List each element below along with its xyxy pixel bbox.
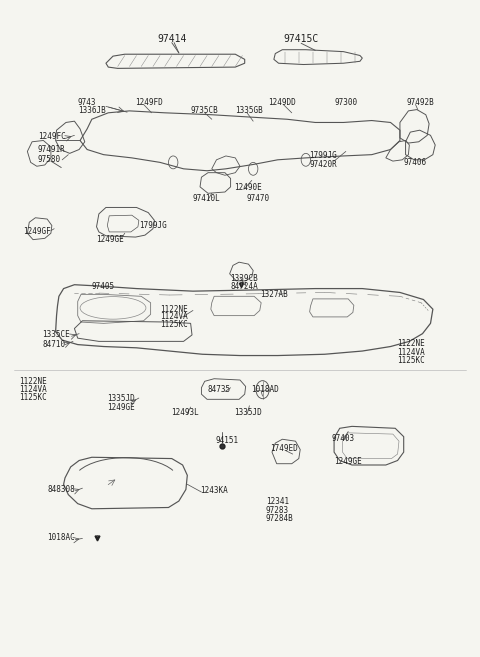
Text: 1335JD: 1335JD (234, 408, 262, 417)
Text: 97410L: 97410L (193, 194, 221, 203)
Text: 1243KA: 1243KA (200, 486, 228, 495)
Text: 1122NE: 1122NE (397, 340, 425, 348)
Text: 12490E: 12490E (234, 183, 262, 192)
Text: 1749ED: 1749ED (271, 443, 299, 453)
Text: 97580: 97580 (38, 155, 61, 164)
Text: 12341: 12341 (266, 497, 289, 506)
Text: 97300: 97300 (334, 98, 357, 107)
Text: 1018AC: 1018AC (47, 533, 75, 542)
Text: 97492B: 97492B (407, 98, 435, 107)
Text: 1124VA: 1124VA (19, 385, 47, 394)
Text: 97420R: 97420R (310, 160, 337, 170)
Text: 1335JD: 1335JD (108, 394, 135, 403)
Text: 1249GE: 1249GE (334, 457, 362, 466)
Text: 97403: 97403 (332, 434, 355, 443)
Text: 1122NE: 1122NE (19, 377, 47, 386)
Text: 9735CB: 9735CB (191, 106, 218, 116)
Text: 1799JG: 1799JG (139, 221, 167, 230)
Text: 1335CE: 1335CE (42, 330, 70, 340)
Text: 1336JB: 1336JB (78, 106, 106, 116)
Text: 97284B: 97284B (266, 514, 294, 523)
Text: 1249GE: 1249GE (108, 403, 135, 411)
Text: 9743: 9743 (78, 98, 96, 107)
Text: 84724A: 84724A (230, 282, 258, 291)
Text: 97491R: 97491R (38, 145, 65, 154)
Text: 1335GB: 1335GB (235, 106, 263, 116)
Text: 1125KC: 1125KC (19, 393, 47, 402)
Text: 1249FC: 1249FC (38, 132, 65, 141)
Text: 1125KC: 1125KC (160, 320, 188, 329)
Text: 97415C: 97415C (284, 34, 319, 45)
Text: 84710: 84710 (42, 340, 66, 349)
Text: 1249FD: 1249FD (135, 98, 163, 107)
Text: 1018AD: 1018AD (251, 385, 278, 394)
Text: 97470: 97470 (246, 194, 269, 203)
Text: 1122NE: 1122NE (160, 305, 188, 313)
Text: 1327AB: 1327AB (260, 290, 288, 299)
Text: 1124VA: 1124VA (160, 313, 188, 321)
Text: 1249GE: 1249GE (96, 235, 124, 244)
Text: 1339CB: 1339CB (230, 274, 258, 283)
Text: 94151: 94151 (216, 436, 239, 445)
Text: 97283: 97283 (266, 506, 289, 514)
Text: 1124VA: 1124VA (397, 348, 425, 357)
Text: 97414: 97414 (157, 34, 186, 44)
Text: 12493L: 12493L (171, 408, 199, 417)
Text: 848308: 848308 (47, 485, 75, 494)
Text: 1125KC: 1125KC (397, 355, 425, 365)
Text: 1799JG: 1799JG (310, 152, 337, 160)
Text: 84735: 84735 (207, 385, 230, 394)
Text: 1249DD: 1249DD (268, 98, 296, 107)
Text: 1249GF: 1249GF (24, 227, 51, 237)
Text: 97406: 97406 (404, 158, 427, 167)
Text: 97405: 97405 (92, 281, 115, 290)
